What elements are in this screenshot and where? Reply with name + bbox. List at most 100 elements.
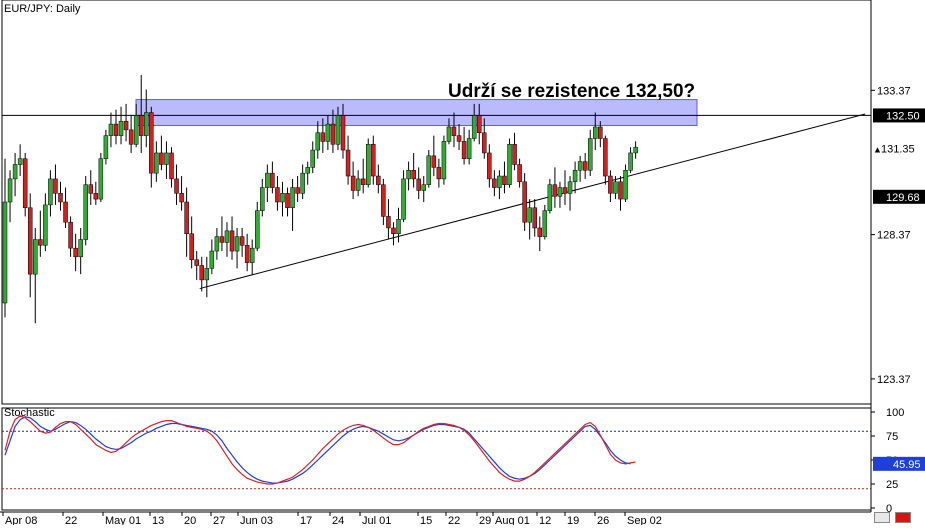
candle-body (224, 230, 230, 243)
candle-body (446, 126, 452, 142)
candle (219, 216, 225, 252)
candle-body (320, 132, 326, 142)
candle-body (154, 152, 159, 174)
stochastic-current-box (873, 456, 925, 471)
candle-body (396, 219, 401, 234)
candle-body (365, 144, 371, 185)
candle (128, 115, 134, 153)
candle (93, 181, 99, 205)
x-tick-label: 22 (448, 515, 460, 525)
candle (355, 170, 361, 197)
candle (396, 207, 401, 243)
candle (522, 173, 527, 231)
candle (461, 126, 467, 165)
candle-body (219, 236, 225, 243)
candle (608, 170, 613, 202)
price-tick-label: 128.37 (877, 230, 911, 242)
candle-body (461, 141, 467, 159)
stochastic-series-line (4, 415, 636, 485)
candle (164, 141, 169, 179)
x-tick-label: 13 (152, 515, 164, 525)
candle-body (593, 126, 598, 139)
candle (532, 199, 537, 237)
candle (613, 176, 618, 200)
candle-body (487, 152, 492, 180)
candle (335, 106, 341, 151)
candle-body (260, 187, 265, 211)
scroll-left-button[interactable] (874, 512, 890, 523)
candle-body (270, 172, 275, 188)
candle (547, 178, 553, 214)
candle-body (93, 193, 99, 200)
x-tick-label: 22 (65, 515, 77, 525)
candle (63, 187, 68, 228)
candle (315, 121, 321, 159)
candle-body (562, 187, 568, 194)
candle-body (27, 207, 33, 275)
candle (83, 176, 88, 246)
candle-body (63, 201, 68, 223)
candle (234, 227, 240, 269)
candle-body (159, 152, 164, 165)
candle-body (149, 112, 154, 174)
candle-body (618, 181, 623, 200)
stochastic-title: Stochastic (4, 407, 55, 419)
candle-body (426, 155, 432, 185)
candle (300, 164, 305, 200)
candle (108, 112, 114, 148)
candle-body (88, 184, 94, 194)
candle-body (537, 227, 543, 237)
candle-body (310, 149, 315, 168)
candle (381, 178, 386, 226)
stochastic-tick-label: 25 (886, 479, 898, 491)
candle (43, 193, 48, 252)
candle (623, 164, 628, 202)
candle-body (482, 132, 487, 154)
candle (542, 204, 548, 240)
price-tick-label: 133.37 (877, 85, 911, 97)
price-label-text: 132.50 (886, 110, 920, 122)
candle-body (239, 236, 245, 246)
candle-body (608, 175, 613, 194)
candle (194, 251, 199, 280)
candle-body (598, 126, 603, 139)
candle (562, 170, 568, 205)
candle (350, 161, 356, 200)
candle-body (118, 120, 124, 136)
close-panel-button[interactable] (895, 512, 911, 523)
candle-body (456, 135, 462, 142)
candle-body (507, 144, 512, 185)
candle (154, 141, 159, 182)
candle-body (214, 236, 220, 252)
candle-body (355, 178, 361, 191)
x-tick-label: 24 (332, 515, 344, 525)
candle (53, 164, 58, 205)
candle-body (43, 204, 48, 246)
x-tick-label: 17 (300, 515, 312, 525)
price-label-box (873, 108, 925, 123)
candle-body (466, 138, 472, 159)
candle-body (38, 239, 43, 246)
candle-body (98, 158, 104, 200)
candle (209, 239, 215, 275)
candle-body (199, 265, 205, 281)
candle-body (204, 268, 210, 281)
candle-body (557, 187, 563, 197)
candle (371, 135, 376, 185)
candle-body (189, 233, 194, 260)
chart-title: EUR/JPY: Daily (4, 3, 81, 15)
candle-body (113, 123, 119, 136)
candle-body (138, 115, 144, 136)
candle-body (78, 239, 83, 258)
candle-body (381, 184, 386, 217)
candle (290, 178, 295, 231)
candle (295, 176, 300, 202)
x-tick-label: Sep 02 (627, 515, 662, 525)
candle (138, 75, 144, 153)
candle (133, 103, 139, 148)
candle (482, 118, 487, 159)
candle (411, 152, 416, 188)
candle-body (58, 193, 63, 203)
candle (376, 164, 381, 194)
candle (512, 132, 517, 171)
